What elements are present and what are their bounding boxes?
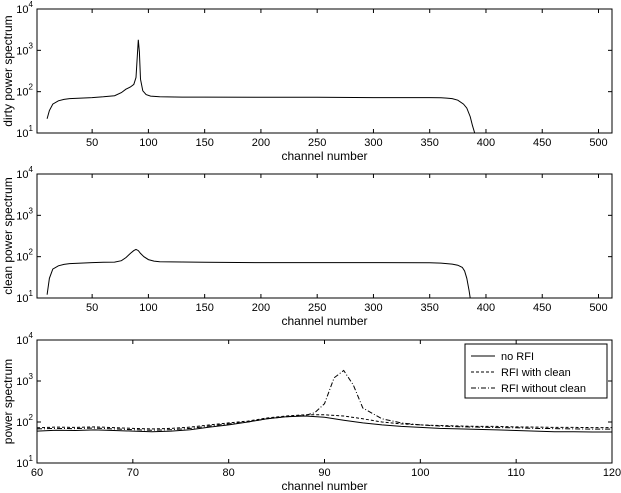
x-tick-label: 500	[589, 302, 607, 314]
x-tick-label: 50	[86, 137, 98, 149]
x-tick-label: 400	[477, 137, 495, 149]
series-line	[46, 39, 476, 133]
x-tick-label: 50	[86, 302, 98, 314]
x-tick-label: 300	[364, 137, 382, 149]
x-tick-label: 100	[139, 302, 157, 314]
series-line	[46, 248, 471, 298]
x-tick-label: 100	[139, 137, 157, 149]
series-group	[37, 369, 612, 433]
x-tick-label: 120	[603, 467, 621, 479]
legend-label: no RFI	[501, 351, 534, 363]
x-tick-label: 250	[308, 302, 326, 314]
x-tick-label: 350	[421, 302, 439, 314]
y-axis-label: clean power spectrum	[1, 177, 15, 294]
y-tick-label: 104	[16, 0, 33, 16]
x-tick-label: 80	[223, 467, 235, 479]
x-tick-label: 90	[318, 467, 330, 479]
panel-2: 50 100 150 200 250 300 350 400 450 500 101 102 103 10…	[1, 165, 613, 328]
y-tick-label: 101	[16, 124, 33, 140]
plot-frame	[36, 8, 613, 134]
series-line-rfi-with-clean	[37, 414, 612, 430]
x-tick-label: 400	[477, 302, 495, 314]
x-axis-label: channel number	[281, 314, 367, 328]
series-group	[46, 248, 471, 298]
x-tick-label: 100	[411, 467, 429, 479]
y-tick-label: 102	[16, 83, 33, 99]
x-axis-label: channel number	[281, 479, 367, 493]
legend-label: RFI without clean	[501, 383, 586, 395]
x-tick-label: 60	[31, 467, 43, 479]
panel-1: 50 100 150 200 250 300 350 400 450 500 101 102 103 10…	[1, 0, 613, 163]
y-tick-label: 103	[16, 372, 33, 388]
legend-box	[464, 343, 608, 399]
x-tick-label: 200	[252, 137, 270, 149]
legend-label: RFI with clean	[501, 367, 571, 379]
x-tick-label: 350	[421, 137, 439, 149]
series-group	[46, 39, 476, 133]
x-tick-label: 200	[252, 302, 270, 314]
x-tick-label: 450	[533, 302, 551, 314]
y-tick-label: 104	[16, 331, 33, 347]
y-axis-label: power spectrum	[1, 359, 15, 444]
y-tick-label: 104	[16, 165, 33, 181]
panel-3: 60 70 80 90 100 110 120 101 102 103 104 channel num…	[1, 331, 621, 493]
plot-frame	[36, 173, 613, 299]
x-tick-label: 110	[507, 467, 525, 479]
x-axis-label: channel number	[281, 149, 367, 163]
x-tick-label: 300	[364, 302, 382, 314]
y-tick-label: 103	[16, 41, 33, 57]
x-tick-label: 150	[195, 302, 213, 314]
x-tick-label: 250	[308, 137, 326, 149]
x-tick-label: 500	[589, 137, 607, 149]
y-axis-label: dirty power spectrum	[1, 15, 15, 126]
y-tick-label: 101	[16, 289, 33, 305]
x-tick-label: 70	[127, 467, 139, 479]
y-tick-label: 101	[16, 454, 33, 470]
series-line-no-rfi	[37, 415, 612, 433]
x-tick-label: 150	[195, 137, 213, 149]
x-tick-label: 450	[533, 137, 551, 149]
series-line-rfi-without-clean	[37, 369, 612, 431]
y-tick-label: 103	[16, 206, 33, 222]
y-tick-label: 102	[16, 413, 33, 429]
y-tick-label: 102	[16, 248, 33, 264]
